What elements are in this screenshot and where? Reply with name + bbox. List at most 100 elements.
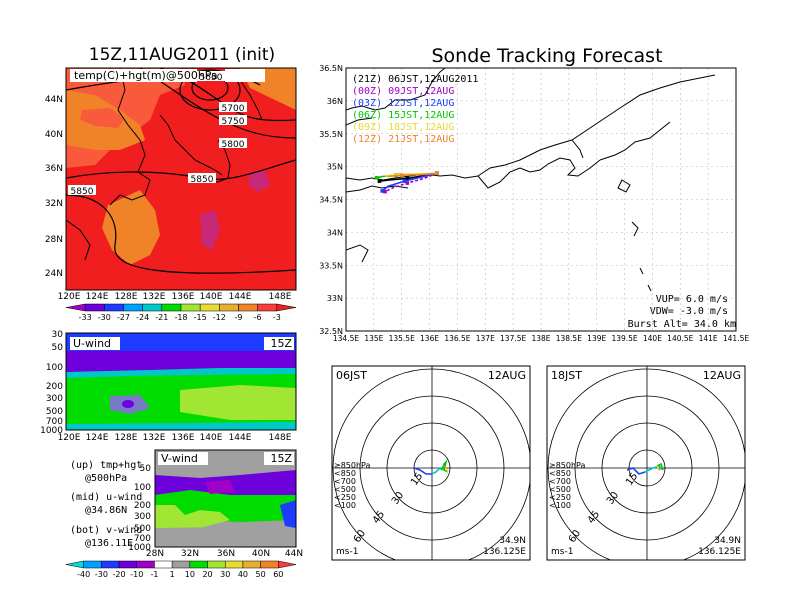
lon-tick: 140E xyxy=(643,334,662,343)
legend-entry: (21Z) 06JST,12AUG2011 xyxy=(352,74,478,85)
lat-tick: 44N xyxy=(285,549,303,559)
lat-tick: 32N xyxy=(181,549,199,559)
uwind-panel: U-wind 15Z xyxy=(65,332,297,431)
hodo-date: 12AUG xyxy=(703,369,741,382)
contour-label: 5850 xyxy=(191,175,214,185)
burst-label: Burst Alt= 34.0 km xyxy=(628,319,736,330)
vwind-label: V-wind xyxy=(161,452,198,465)
hodo-time: 06JST xyxy=(336,369,367,382)
colorbar-label: -30 xyxy=(98,313,111,322)
hodo-legend-entry: <250 xyxy=(334,493,356,502)
vwind-panel: V-wind 15Z xyxy=(154,449,297,548)
colorbar-label: -18 xyxy=(174,313,187,322)
lon-tick: 120E xyxy=(58,433,81,443)
lon-tick: 136E xyxy=(172,292,195,302)
legend-entry: (03Z) 12JST,12AUG xyxy=(352,98,454,109)
lon-tick: 136E xyxy=(420,334,439,343)
p-tick: 100 xyxy=(134,483,151,493)
upper-map-frame xyxy=(65,67,297,291)
contour-labels: 5650 5700 5750 5800 5850 5850 xyxy=(68,71,247,197)
hodo-time: 18JST xyxy=(551,369,582,382)
colorbar-swatch xyxy=(242,560,261,569)
colorbar-label: -12 xyxy=(213,313,226,322)
uwind-p-ticks: 30 50 100 200 300 500 700 1000 xyxy=(40,330,63,436)
lat-tick: 24N xyxy=(45,269,63,279)
panel-notes: (up) tmp+hgt @500hPa (mid) u-wind @34.86… xyxy=(70,460,142,549)
lon-tick: 132E xyxy=(143,292,166,302)
lat-tick: 40N xyxy=(252,549,270,559)
colorbar-label: -6 xyxy=(254,313,262,322)
colorbar-label: -40 xyxy=(77,570,90,579)
colorbar-label: 60 xyxy=(273,570,283,579)
lat-tick: 28N xyxy=(45,235,63,245)
lon-tick: 135.5E xyxy=(389,334,415,343)
colorbar-swatch xyxy=(189,560,208,569)
upper-colorbar: -33 -30 -27 -24 -21 -18 -15 -12 -9 -6 -3 xyxy=(65,303,297,322)
p-tick: 500 xyxy=(134,524,151,534)
hodo-legend-entry: <100 xyxy=(549,501,571,510)
lat-tick: 34.5N xyxy=(319,196,343,205)
hodo-lon: 136.125E xyxy=(483,547,526,557)
lon-tick: 140E xyxy=(200,292,223,302)
hodo-unit: ms-1 xyxy=(336,547,358,557)
colorbar-swatch xyxy=(118,560,138,569)
lon-tick: 140.5E xyxy=(667,334,693,343)
upper-lon-ticks: 120E 124E 128E 132E 136E 140E 144E 148E xyxy=(58,292,292,302)
note-line: @34.86N xyxy=(85,505,127,516)
vwind-colorbar: -40 -30 -20 -10 -1 1 10 20 30 40 50 60 xyxy=(65,560,297,579)
p-tick: 700 xyxy=(46,417,63,427)
track-point xyxy=(383,189,387,194)
colorbar-swatch xyxy=(101,560,120,569)
upper-lat-ticks: 44N 40N 36N 32N 28N 24N xyxy=(45,95,63,279)
hodo-frame xyxy=(331,365,531,561)
note-line: (mid) u-wind xyxy=(70,492,142,503)
hodo-trace xyxy=(413,467,432,475)
vdw-label: VDW= -3.0 m/s xyxy=(650,306,728,317)
lon-tick: 148E xyxy=(269,433,292,443)
hodo-lat: 34.9N xyxy=(714,536,741,546)
colorbar-swatch xyxy=(65,303,86,312)
lat-tick: 36N xyxy=(217,549,235,559)
hodo-trace xyxy=(658,467,662,471)
p-tick: 300 xyxy=(134,512,151,522)
hodo-trace xyxy=(431,466,443,475)
p-tick: 300 xyxy=(46,394,63,404)
lat-tick: 40N xyxy=(45,130,63,140)
contour-label: 5750 xyxy=(222,117,245,127)
colorbar-swatch xyxy=(207,560,226,569)
colorbar-swatch xyxy=(276,303,297,312)
track-line xyxy=(387,172,437,178)
lat-tick: 32.5N xyxy=(319,327,343,336)
track-lon-ticks: 134.5E 135E 135.5E 136E 136.5E 137E 137.5E 138E… xyxy=(333,334,749,343)
lat-tick: 36.5N xyxy=(319,64,343,73)
lat-tick: 36N xyxy=(45,164,63,174)
orange-region-south xyxy=(102,190,160,265)
colorbar-swatch xyxy=(161,303,182,312)
colorbar-label: -3 xyxy=(273,313,281,322)
lon-tick: 128E xyxy=(115,433,138,443)
lon-tick: 138.5E xyxy=(556,334,582,343)
hodo-legend-entry: <850 xyxy=(549,469,571,478)
p-tick: 200 xyxy=(134,501,151,511)
track-map: (21Z) 06JST,12AUG2011(00Z) 09JST,12AUG(0… xyxy=(345,67,737,332)
colorbar-label: -33 xyxy=(79,313,92,322)
track-point xyxy=(377,179,382,183)
lon-tick: 140E xyxy=(200,433,223,443)
lon-tick: 124E xyxy=(86,433,109,443)
hodo-lat: 34.9N xyxy=(499,536,526,546)
lat-tick: 34N xyxy=(327,228,343,237)
colorbar-label: 20 xyxy=(202,570,212,579)
colorbar-label: -9 xyxy=(235,313,243,322)
colorbar-swatch xyxy=(199,303,220,312)
track-point xyxy=(374,176,379,180)
colorbar-swatch xyxy=(257,303,278,312)
hodo-unit: ms-1 xyxy=(551,547,573,557)
colorbar-swatch xyxy=(180,303,201,312)
colorbar-swatch xyxy=(238,303,258,312)
colorbar-swatch xyxy=(83,560,102,569)
colorbar-label: -24 xyxy=(136,313,149,322)
colorbar-label: 10 xyxy=(185,570,195,579)
track-point xyxy=(399,173,404,177)
colorbar-swatch xyxy=(154,560,173,569)
